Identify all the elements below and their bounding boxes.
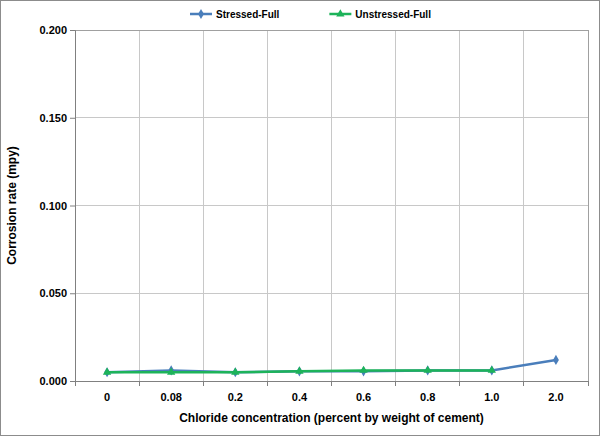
data-layer — [103, 355, 559, 377]
y-tick-label: 0.100 — [39, 200, 67, 212]
plot-frame — [75, 30, 588, 381]
y-tick: 0.050 — [39, 287, 75, 299]
x-tick: 0.6 — [356, 381, 371, 403]
y-tick-mark — [70, 30, 75, 31]
x-tick: 0.4 — [292, 381, 308, 403]
y-axis-line — [70, 31, 76, 382]
x-tick-label: 0.6 — [356, 391, 371, 403]
y-tick-mark — [70, 381, 75, 382]
legend-entry: Stressed-Full — [190, 9, 280, 20]
series-point — [424, 366, 432, 373]
legend-marker — [336, 9, 344, 16]
y-tick-mark — [70, 293, 75, 294]
y-tick-label: 0.050 — [39, 287, 67, 299]
x-band-separator — [588, 381, 589, 386]
legend-label: Stressed-Full — [216, 9, 280, 20]
grid-line-vertical — [331, 30, 332, 381]
x-band-separator — [331, 381, 332, 386]
grid — [75, 30, 588, 381]
series-point — [231, 367, 239, 374]
x-tick: 0.08 — [160, 381, 181, 403]
x-band-separator — [267, 381, 268, 386]
grid-line-vertical — [523, 30, 524, 381]
chart-border — [1, 1, 600, 436]
series-point — [167, 367, 175, 374]
chart: 0.0000.0500.1000.1500.20000.080.20.40.60… — [0, 0, 600, 436]
x-tick-label: 0.2 — [228, 391, 243, 403]
legend-label: Unstressed-Full — [355, 9, 431, 20]
series-line — [107, 360, 556, 372]
x-tick-label: 0.08 — [160, 391, 181, 403]
grid-line-vertical — [395, 30, 396, 381]
y-tick: 0.150 — [39, 112, 75, 124]
y-tick-label: 0.200 — [39, 24, 67, 36]
grid-line-vertical — [267, 30, 268, 381]
y-axis: 0.000 0.050 0.100 0.150 0.200 — [39, 24, 75, 387]
x-tick: 0.2 — [228, 381, 243, 403]
x-tick: 0.8 — [420, 381, 435, 403]
grid-line-vertical — [139, 30, 140, 381]
grid-line-vertical — [203, 30, 204, 381]
x-band-separator — [459, 381, 460, 386]
x-axis-title: Chloride concentration (percent by weigh… — [179, 411, 484, 425]
x-band-separator — [523, 381, 524, 386]
legend-entry: Unstressed-Full — [329, 9, 431, 20]
plot: 0.0000.0500.1000.1500.20000.080.20.40.60… — [39, 24, 588, 403]
legend-marker — [198, 9, 204, 19]
series-point — [103, 367, 111, 374]
grid-line-vertical — [459, 30, 460, 381]
x-band-separator — [203, 381, 204, 386]
y-tick-label: 0.150 — [39, 112, 67, 124]
x-band-separator — [139, 381, 140, 386]
series-point — [295, 367, 303, 374]
x-axis: 0 0.08 0.2 0.4 0.6 0.8 1.0 2.0 — [76, 381, 589, 403]
series-point — [488, 366, 496, 373]
x-tick-label: 0.8 — [420, 391, 435, 403]
x-band-separator — [395, 381, 396, 386]
x-tick-label: 2.0 — [548, 391, 563, 403]
y-tick: 0.200 — [39, 24, 75, 36]
x-band-separator — [75, 381, 76, 386]
x-tick: 1.0 — [484, 381, 499, 403]
x-tick-label: 1.0 — [484, 391, 499, 403]
y-tick: 0.100 — [39, 200, 75, 212]
y-tick-label: 0.000 — [39, 375, 67, 387]
y-tick-mark — [70, 118, 75, 119]
x-tick: 0 — [104, 381, 110, 403]
x-tick-label: 0 — [104, 391, 110, 403]
series-point — [359, 366, 367, 373]
y-axis-title: Corrosion rate (mpy) — [5, 146, 19, 265]
y-tick: 0.000 — [39, 375, 75, 387]
legend: Stressed-Full Unstressed-Full — [190, 9, 431, 20]
y-tick-mark — [70, 206, 75, 207]
x-tick: 2.0 — [548, 381, 563, 403]
x-tick-label: 0.4 — [292, 391, 308, 403]
series-point — [553, 355, 559, 365]
